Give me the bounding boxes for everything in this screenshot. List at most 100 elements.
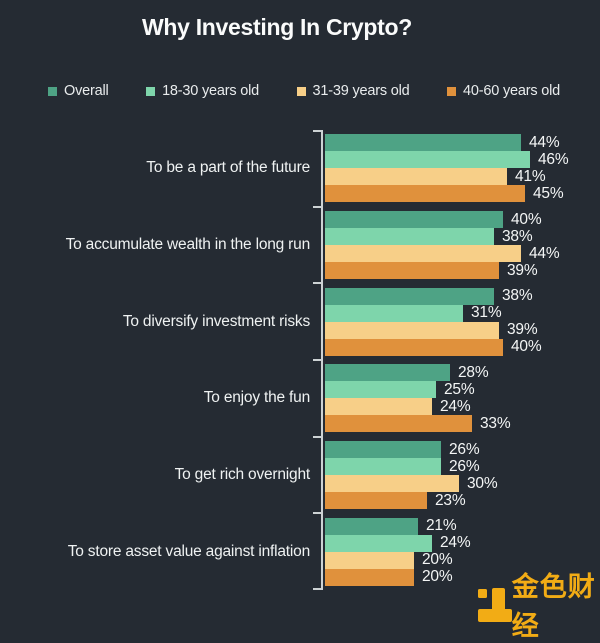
watermark-text: 金色财经 xyxy=(511,572,596,641)
legend-item: 31-39 years old xyxy=(296,83,410,99)
legend-item: Overall xyxy=(48,83,109,99)
chart-row: To be a part of the future 44% 46% 41% 45% xyxy=(0,130,600,207)
bar-group: 26% 26% 30% 23% xyxy=(325,440,498,510)
value-label: 26% xyxy=(449,457,480,475)
bar xyxy=(325,321,499,339)
value-label: 24% xyxy=(440,397,471,415)
value-label: 23% xyxy=(435,491,466,509)
chart-title: Why Investing In Crypto? xyxy=(141,14,413,40)
value-label: 20% xyxy=(422,568,453,586)
value-label: 40% xyxy=(511,338,542,356)
bar xyxy=(325,441,441,459)
legend-swatch xyxy=(447,86,457,96)
bar-group: 21% 24% 20% 20% xyxy=(325,517,471,586)
bar xyxy=(325,534,432,552)
bar-line: 46% xyxy=(325,150,569,169)
bar xyxy=(325,245,521,262)
axis-tick xyxy=(313,359,321,361)
value-label: 33% xyxy=(480,414,511,432)
bar xyxy=(325,381,436,399)
bar-group: 28% 25% 24% 33% xyxy=(325,363,511,433)
bar xyxy=(325,364,450,382)
bar-line: 38% xyxy=(325,287,541,305)
value-label: 46% xyxy=(538,150,569,168)
chart-row: To store asset value against inflation 21… xyxy=(0,513,600,590)
axis-tick xyxy=(313,512,321,514)
bar-line: 21% xyxy=(325,517,470,535)
axis-tick xyxy=(313,588,321,590)
bar-line: 40% xyxy=(325,338,542,356)
bar xyxy=(325,492,427,510)
value-label: 39% xyxy=(507,261,538,279)
bar xyxy=(325,228,494,245)
bar xyxy=(325,185,525,203)
value-label: 25% xyxy=(444,380,475,398)
bar-line: 31% xyxy=(325,304,541,322)
category-label: To get rich overnight xyxy=(174,466,311,484)
bar-line: 45% xyxy=(325,184,568,203)
bar-line: 23% xyxy=(325,491,497,510)
value-label: 44% xyxy=(529,244,560,262)
bar xyxy=(325,568,414,586)
value-label: 38% xyxy=(502,287,533,305)
bar xyxy=(325,517,418,535)
jinse-logo-icon xyxy=(478,586,512,622)
value-label: 45% xyxy=(533,184,564,202)
value-label: 31% xyxy=(471,304,502,322)
logo-horizontal-block xyxy=(478,609,512,622)
value-label: 41% xyxy=(515,167,546,185)
legend-item-label: 31-39 years old xyxy=(312,83,410,99)
category-label: To enjoy the fun xyxy=(203,389,310,407)
bar xyxy=(325,551,414,569)
bar-line: 33% xyxy=(325,414,511,433)
legend-swatch xyxy=(146,86,156,96)
bar xyxy=(325,168,507,186)
value-label: 20% xyxy=(422,551,453,569)
bar-line: 44% xyxy=(325,244,560,262)
axis-tick xyxy=(313,130,321,132)
bar-line: 38% xyxy=(325,228,559,245)
category-label: To be a part of the future xyxy=(146,159,310,177)
bar-line: 30% xyxy=(325,474,498,493)
bar xyxy=(325,304,463,322)
bar-line: 41% xyxy=(325,167,568,186)
y-axis xyxy=(321,130,323,590)
value-label: 30% xyxy=(467,474,498,492)
bar-line: 20% xyxy=(325,551,470,569)
bar-line: 28% xyxy=(325,363,510,382)
bar xyxy=(325,458,441,476)
category-label: To diversify investment risks xyxy=(122,312,310,330)
bar-line: 24% xyxy=(325,397,510,416)
value-label: 39% xyxy=(507,321,538,339)
value-label: 40% xyxy=(511,210,542,228)
bar xyxy=(325,151,530,169)
jinse-finance-watermark: 金色财经 xyxy=(478,565,600,643)
bar-line: 26% xyxy=(325,440,497,459)
legend-item-label: 18-30 years old xyxy=(162,83,260,99)
chart-row: To diversify investment risks 38% 31% 39% 40… xyxy=(0,283,600,360)
bar-group: 40% 38% 44% 39% xyxy=(325,211,560,279)
bar-line: 25% xyxy=(325,380,510,399)
value-label: 21% xyxy=(426,517,457,535)
bar-line: 39% xyxy=(325,262,559,279)
legend: Overall 18-30 years old 31-39 years old 40-… xyxy=(48,83,560,99)
value-label: 24% xyxy=(440,534,471,552)
bar xyxy=(325,338,503,356)
legend-item: 40-60 years old xyxy=(447,83,560,99)
legend-item-label: 40-60 years old xyxy=(463,83,560,99)
bar xyxy=(325,475,459,493)
bar xyxy=(325,211,503,228)
axis-tick xyxy=(313,282,321,284)
chart-row: To accumulate wealth in the long run 40% 3… xyxy=(0,207,600,284)
bar xyxy=(325,287,494,305)
bar-line: 20% xyxy=(325,568,470,586)
value-label: 28% xyxy=(458,363,489,381)
value-label: 38% xyxy=(502,227,533,245)
logo-dot-block xyxy=(478,589,487,598)
bar-group: 38% 31% 39% 40% xyxy=(325,287,542,356)
chart-rows: To be a part of the future 44% 46% 41% 45% To… xyxy=(0,130,600,590)
bar-line: 40% xyxy=(325,211,559,228)
value-label: 26% xyxy=(449,440,480,458)
chart-row: To get rich overnight 26% 26% 30% 23% xyxy=(0,437,600,514)
bar-line: 24% xyxy=(325,534,471,552)
